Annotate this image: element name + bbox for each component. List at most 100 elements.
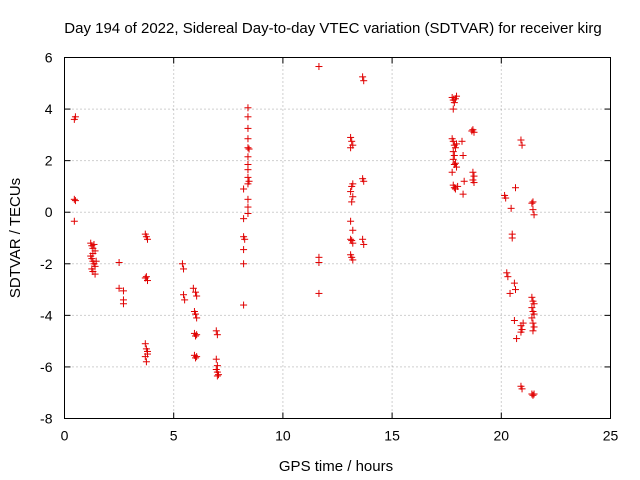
data-point	[449, 155, 457, 163]
data-point	[459, 190, 467, 198]
data-point	[193, 314, 201, 322]
data-point	[453, 140, 461, 148]
data-point	[453, 163, 461, 171]
data-point	[348, 198, 356, 206]
data-point	[528, 199, 536, 207]
data-point	[244, 113, 252, 121]
data-point	[192, 310, 200, 318]
data-point	[460, 177, 468, 185]
data-point	[180, 291, 188, 299]
data-point	[360, 177, 368, 185]
data-point	[348, 137, 356, 145]
chart-title: Day 194 of 2022, Sidereal Day-to-day VTE…	[64, 20, 601, 37]
data-point	[193, 331, 201, 339]
data-point	[470, 179, 478, 187]
data-point	[142, 358, 150, 366]
data-point	[119, 287, 127, 295]
data-point	[141, 340, 149, 348]
data-point	[518, 385, 526, 393]
data-point	[192, 332, 200, 340]
data-point	[244, 195, 252, 203]
data-point	[214, 371, 222, 379]
data-point	[245, 177, 253, 185]
data-point	[92, 257, 100, 265]
data-point	[315, 63, 323, 71]
data-point	[449, 148, 457, 156]
data-point	[530, 300, 538, 308]
data-point	[240, 260, 248, 268]
data-point	[453, 92, 461, 100]
data-point	[347, 133, 355, 141]
data-point	[459, 151, 467, 159]
data-point	[360, 240, 368, 248]
data-point	[528, 304, 536, 312]
data-point	[213, 372, 221, 380]
data-point	[529, 319, 537, 327]
data-point	[517, 328, 525, 336]
y-tick-label: 6	[45, 50, 53, 66]
data-point	[469, 168, 477, 176]
data-point	[359, 73, 367, 81]
data-point	[315, 289, 323, 297]
data-point	[178, 260, 186, 268]
data-point	[450, 99, 458, 107]
data-point	[510, 279, 518, 287]
data-point	[241, 235, 249, 243]
data-point	[503, 269, 511, 277]
data-point	[347, 235, 355, 243]
data-point	[192, 354, 200, 362]
data-point	[347, 188, 355, 196]
data-point	[115, 258, 123, 266]
data-point	[530, 390, 538, 398]
data-point	[71, 197, 79, 205]
y-tick-label: -6	[40, 359, 53, 375]
data-point	[71, 113, 79, 121]
data-point	[504, 273, 512, 281]
grid-lines	[64, 57, 611, 419]
data-point	[347, 217, 355, 225]
data-point	[349, 193, 357, 201]
data-point	[240, 185, 248, 193]
data-point	[528, 314, 536, 322]
data-point	[349, 226, 357, 234]
data-point	[244, 135, 252, 143]
tick-labels: 0 5 10 15 20 25 -8 -6 -4 -2 0 2 4 6	[40, 50, 618, 444]
data-point	[240, 246, 248, 254]
data-point	[529, 327, 537, 335]
data-point	[189, 284, 197, 292]
data-point	[359, 235, 367, 243]
data-point	[180, 265, 188, 273]
data-point	[90, 240, 98, 248]
data-point	[449, 105, 457, 113]
data-point	[470, 128, 478, 136]
data-point	[315, 258, 323, 266]
data-point	[213, 362, 221, 370]
x-tick-label: 5	[170, 428, 178, 444]
data-point	[528, 293, 536, 301]
data-point	[454, 182, 462, 190]
data-point	[507, 204, 515, 212]
data-point	[517, 136, 525, 144]
data-point	[518, 141, 526, 149]
data-point	[530, 310, 538, 318]
x-tick-label: 25	[603, 428, 619, 444]
data-point	[450, 151, 458, 159]
data-point	[511, 286, 519, 294]
data-point	[70, 217, 78, 225]
data-point	[245, 145, 253, 153]
data-point	[212, 355, 220, 363]
data-point	[244, 104, 252, 112]
y-tick-label: 2	[45, 153, 53, 169]
data-point	[510, 317, 518, 325]
y-tick-label: -8	[40, 411, 53, 427]
data-point	[142, 273, 150, 281]
data-point	[347, 144, 355, 152]
data-point	[348, 182, 356, 190]
data-point	[70, 195, 78, 203]
data-point	[458, 137, 466, 145]
data-point	[519, 319, 527, 327]
data-point	[530, 323, 538, 331]
data-point	[193, 353, 201, 361]
x-tick-label: 20	[494, 428, 510, 444]
data-point	[530, 211, 538, 219]
